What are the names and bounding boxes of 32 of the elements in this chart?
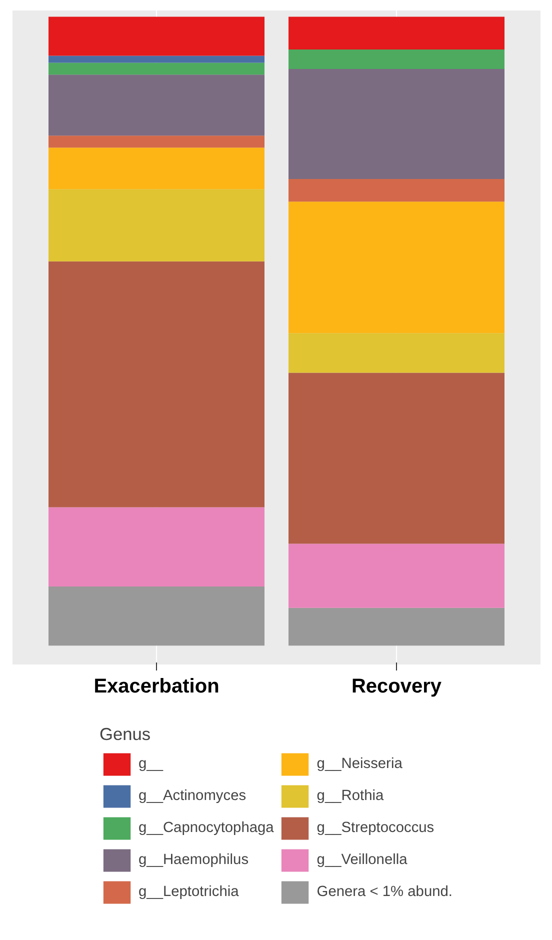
bar [48, 56, 264, 63]
legend-label: g__Capnocytophaga [138, 819, 274, 838]
bar [48, 136, 264, 148]
bar [288, 68, 504, 180]
legend-label: g__Neisseria [316, 755, 402, 774]
bar [48, 74, 264, 136]
bar [48, 507, 264, 587]
bar [288, 179, 504, 202]
bar [288, 608, 504, 646]
legend-label: g__Haemophilus [138, 851, 249, 870]
bar [48, 189, 264, 262]
bar [288, 544, 504, 608]
bar [288, 333, 504, 373]
legend-label: g__Veillonella [316, 851, 408, 870]
x-tick-label: Exacerbation [94, 676, 220, 698]
bar [48, 261, 264, 508]
legend-label: Genera < 1% abund. [316, 883, 452, 902]
bar [48, 148, 264, 190]
bar [288, 202, 504, 334]
legend-label: g__Leptotrichia [138, 883, 239, 902]
bar [48, 586, 264, 646]
x-tick-label: Recovery [351, 676, 442, 698]
legend-label: g__Rothia [316, 787, 384, 806]
bar [288, 16, 504, 50]
bar [288, 372, 504, 544]
legend-label: g__Streptococcus [316, 819, 434, 838]
legend-title: Genus [100, 724, 152, 745]
legend-label: g__ [138, 755, 163, 774]
bar [288, 49, 504, 69]
legend-label: g__Actinomyces [138, 787, 246, 806]
bar [48, 62, 264, 75]
bar [48, 16, 264, 56]
